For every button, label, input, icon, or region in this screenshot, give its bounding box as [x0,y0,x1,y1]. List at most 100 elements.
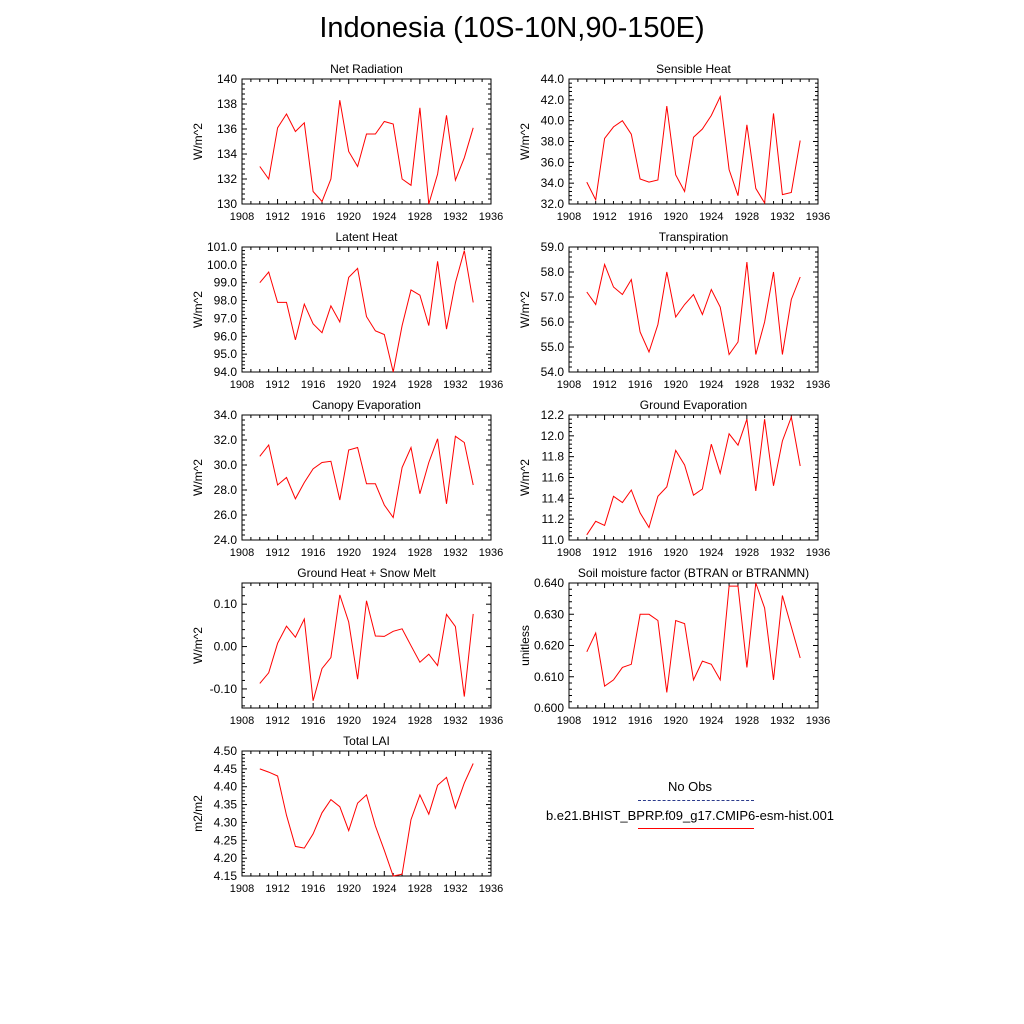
panel-title: Latent Heat [335,230,398,244]
y-tick-label: 98.0 [214,294,238,308]
y-tick-label: 44.0 [541,72,565,86]
series-line [259,594,474,701]
x-tick-label: 1936 [806,547,830,559]
x-tick-label: 1908 [230,715,254,727]
chart-panel-3: Latent Heat W/m^2 1908 1912 1916 1920 1924 1928… [191,230,503,391]
y-tick-label: 0.630 [534,607,564,621]
chart-panel-9: Total LAI m2/m2 1908 1912 1916 1920 1924 1928 19… [191,734,503,895]
x-tick-label: 1932 [770,211,794,223]
x-tick-label: 1912 [265,547,289,559]
y-tick-label: 4.30 [214,815,238,829]
legend-obs-label: No Obs [667,779,713,794]
x-tick-label: 1928 [408,883,432,895]
x-tick-label: 1932 [443,715,467,727]
plot-frame [568,582,819,709]
y-tick-label: 54.0 [541,365,565,379]
x-tick-label: 1912 [592,379,616,391]
y-axis-label: W/m^2 [191,459,205,496]
y-tick-label: 0.640 [534,576,564,590]
y-tick-label: 11.2 [542,512,565,526]
y-tick-label: 36.0 [541,155,565,169]
y-tick-label: 4.15 [214,869,238,883]
y-tick-label: 30.0 [214,458,238,472]
chart-panel-8: Soil moisture factor (BTRAN or BTRANMN) u… [518,566,830,727]
panel-title: Soil moisture factor (BTRAN or BTRANMN) [578,566,809,580]
y-tick-label: 26.0 [214,508,238,522]
y-tick-label: 140 [217,72,237,86]
panel-title: Sensible Heat [656,62,731,76]
y-tick-label: 11.0 [542,533,565,547]
x-tick-label: 1912 [265,883,289,895]
y-tick-label: 95.0 [214,347,238,361]
y-tick-label: 132 [217,172,237,186]
y-tick-label: -0.10 [210,682,238,696]
chart-panel-4: Transpiration W/m^2 1908 1912 1916 1920 1924 19… [518,230,830,391]
y-tick-label: 32.0 [541,197,565,211]
plot-frame [568,78,819,205]
legend: No Obs b.e21.BHIST_BPRP.f09_g17.CMIP6-es… [520,778,860,848]
y-tick-label: 34.0 [214,408,238,422]
x-tick-label: 1920 [336,211,360,223]
y-tick-label: 138 [217,97,237,111]
series-line [586,582,801,693]
x-tick-label: 1916 [301,211,325,223]
legend-obs-line [638,800,754,801]
x-tick-label: 1924 [372,547,396,559]
figure-title: Indonesia (10S-10N,90-150E) [319,12,705,44]
x-tick-label: 1908 [557,547,581,559]
y-tick-label: 4.50 [214,744,238,758]
chart-panel-5: Canopy Evaporation W/m^2 1908 1912 1916 1920 1… [191,398,503,559]
x-tick-label: 1932 [443,547,467,559]
panel-title: Ground Heat + Snow Melt [297,566,436,580]
x-tick-label: 1920 [663,547,687,559]
y-tick-label: 4.40 [214,780,238,794]
x-tick-label: 1932 [770,715,794,727]
y-tick-label: 42.0 [541,93,565,107]
y-tick-label: 28.0 [214,483,238,497]
y-axis-label: m2/m2 [191,795,205,832]
y-tick-label: 4.45 [214,762,238,776]
series-line [586,94,801,205]
x-tick-label: 1924 [372,883,396,895]
y-tick-label: 59.0 [541,240,565,254]
y-tick-label: 101.0 [207,240,237,254]
y-axis-label: W/m^2 [191,627,205,664]
x-tick-label: 1932 [443,211,467,223]
x-tick-label: 1924 [372,379,396,391]
x-tick-label: 1916 [628,547,652,559]
x-tick-label: 1912 [592,715,616,727]
x-tick-label: 1928 [735,211,759,223]
series-line [259,250,474,373]
x-tick-label: 1912 [592,211,616,223]
y-tick-label: 4.35 [214,798,238,812]
x-tick-label: 1920 [663,715,687,727]
series-line [259,763,474,877]
legend-model-line [638,828,754,829]
y-tick-label: 130 [217,197,237,211]
x-tick-label: 1908 [230,547,254,559]
x-tick-label: 1936 [806,211,830,223]
x-tick-label: 1912 [265,715,289,727]
y-tick-label: 0.10 [214,597,238,611]
y-tick-label: 38.0 [541,135,565,149]
x-tick-label: 1920 [336,379,360,391]
x-tick-label: 1908 [230,883,254,895]
y-tick-label: 0.600 [534,701,564,715]
y-tick-label: 34.0 [541,176,565,190]
y-tick-label: 24.0 [214,533,238,547]
x-tick-label: 1920 [663,379,687,391]
y-tick-label: 11.8 [542,450,565,464]
y-tick-label: 97.0 [214,311,238,325]
panel-title: Transpiration [659,230,729,244]
panel-title: Ground Evaporation [640,398,747,412]
x-tick-label: 1920 [336,547,360,559]
x-tick-label: 1924 [699,715,723,727]
x-tick-label: 1916 [628,379,652,391]
x-tick-label: 1932 [443,883,467,895]
panel-title: Canopy Evaporation [312,398,421,412]
x-tick-label: 1912 [592,547,616,559]
chart-panel-2: Sensible Heat W/m^2 1908 1912 1916 1920 1924 19… [518,62,830,223]
y-tick-label: 55.0 [541,340,565,354]
y-tick-label: 100.0 [207,258,237,272]
